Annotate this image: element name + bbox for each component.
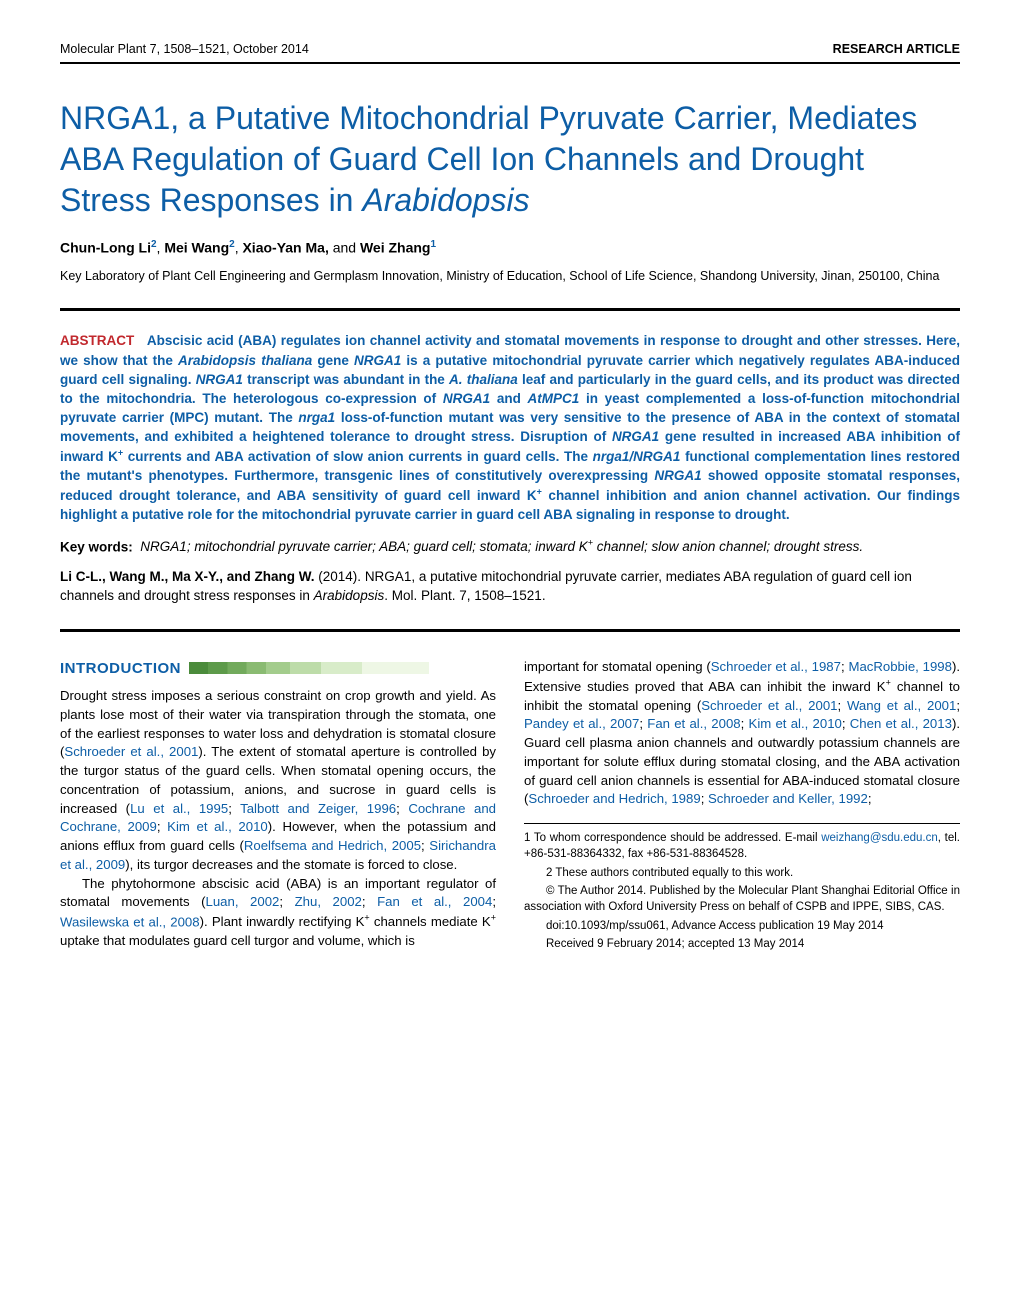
abstract-label: ABSTRACT xyxy=(60,333,134,348)
correspondence-email[interactable]: weizhang@sdu.edu.cn xyxy=(821,832,938,844)
body-text: ; xyxy=(741,716,749,731)
author-name: Xiao-Yan Ma, xyxy=(242,240,328,256)
author-name: Chun-Long Li xyxy=(60,240,151,256)
body-text: ; xyxy=(279,894,294,909)
citation-link[interactable]: Fan et al., 2004 xyxy=(377,894,492,909)
body-text: ; xyxy=(396,801,408,816)
footnotes-block: 1 To whom correspondence should be addre… xyxy=(524,823,960,952)
citation-link[interactable]: Lu et al., 1995 xyxy=(130,801,228,816)
intro-paragraph: The phytohormone abscisic acid (ABA) is … xyxy=(60,875,496,951)
body-text: ; xyxy=(701,791,708,806)
citation-link[interactable]: Wasilewska et al., 2008 xyxy=(60,914,200,929)
rule-divider xyxy=(60,308,960,311)
author-name: Mei Wang xyxy=(164,240,229,256)
footnote: 2 These authors contributed equally to t… xyxy=(524,865,960,881)
body-text: ; xyxy=(228,801,240,816)
footnote-text: 1 To whom correspondence should be addre… xyxy=(524,832,821,844)
keywords-block: Key words: NRGA1; mitochondrial pyruvate… xyxy=(60,538,960,555)
body-text: ; xyxy=(157,819,167,834)
citation-link[interactable]: Roelfsema and Hedrich, 2005 xyxy=(244,838,421,853)
keywords-label: Key words: xyxy=(60,539,133,554)
body-text: ), its turgor decreases and the stomate … xyxy=(125,857,457,872)
doi-line: doi:10.1093/mp/ssu061, Advance Access pu… xyxy=(524,918,960,934)
citation-link[interactable]: Zhu, 2002 xyxy=(295,894,362,909)
body-text: ; xyxy=(956,698,960,713)
rule-divider xyxy=(60,629,960,632)
citation-link[interactable]: Schroeder et al., 2001 xyxy=(64,744,198,759)
column-right: important for stomatal opening (Schroede… xyxy=(524,658,960,955)
section-heading-introduction: INTRODUCTION xyxy=(60,658,496,679)
intro-paragraph: important for stomatal opening (Schroede… xyxy=(524,658,960,809)
citation-link[interactable]: Pandey et al., 2007 xyxy=(524,716,639,731)
citation-link[interactable]: Schroeder and Hedrich, 1989 xyxy=(528,791,700,806)
citation-link[interactable]: Kim et al., 2010 xyxy=(749,716,842,731)
citation-link[interactable]: MacRobbie, 1998 xyxy=(848,659,952,674)
body-text: ; xyxy=(492,894,496,909)
citation-link[interactable]: Schroeder and Keller, 1992 xyxy=(708,791,868,806)
citation-block: Li C-L., Wang M., Ma X-Y., and Zhang W. … xyxy=(60,568,960,604)
citation-link[interactable]: Kim et al., 2010 xyxy=(167,819,268,834)
affiliation: Key Laboratory of Plant Cell Engineering… xyxy=(60,268,960,285)
running-head-left: Molecular Plant 7, 1508–1521, October 20… xyxy=(60,42,309,56)
author-name: Wei Zhang xyxy=(360,240,431,256)
article-type: RESEARCH ARTICLE xyxy=(833,42,960,56)
citation-link[interactable]: Talbott and Zeiger, 1996 xyxy=(240,801,396,816)
abstract-text: Abscisic acid (ABA) regulates ion channe… xyxy=(60,333,960,521)
citation-link[interactable]: Fan et al., 2008 xyxy=(647,716,740,731)
article-title: NRGA1, a Putative Mitochondrial Pyruvate… xyxy=(60,98,960,221)
author-list: Chun-Long Li2, Mei Wang2, Xiao-Yan Ma, a… xyxy=(60,239,960,256)
body-text: ; xyxy=(362,894,377,909)
title-block: NRGA1, a Putative Mitochondrial Pyruvate… xyxy=(60,98,960,284)
abstract-block: ABSTRACT Abscisic acid (ABA) regulates i… xyxy=(60,331,960,524)
body-columns: INTRODUCTION Drought stress imposes a se… xyxy=(60,658,960,955)
citation-authors: Li C-L., Wang M., Ma X-Y., and Zhang W. xyxy=(60,569,315,584)
received-line: Received 9 February 2014; accepted 13 Ma… xyxy=(524,936,960,952)
body-text: ; xyxy=(842,716,850,731)
intro-paragraph: Drought stress imposes a serious constra… xyxy=(60,687,496,874)
citation-year: (2014). xyxy=(318,569,361,584)
citation-link[interactable]: Wang et al., 2001 xyxy=(847,698,956,713)
body-text: important for stomatal opening ( xyxy=(524,659,711,674)
running-header: Molecular Plant 7, 1508–1521, October 20… xyxy=(60,42,960,64)
author-sup: 1 xyxy=(431,239,437,250)
copyright-notice: © The Author 2014. Published by the Mole… xyxy=(524,883,960,916)
body-text: ; xyxy=(837,698,846,713)
citation-link[interactable]: Chen et al., 2013 xyxy=(850,716,952,731)
title-main: NRGA1, a Putative Mitochondrial Pyruvate… xyxy=(60,100,917,218)
footnote: 1 To whom correspondence should be addre… xyxy=(524,830,960,863)
author-sep: and xyxy=(329,240,360,256)
citation-link[interactable]: Schroeder et al., 1987 xyxy=(711,659,841,674)
citation-link[interactable]: Luan, 2002 xyxy=(205,894,279,909)
body-text: ; xyxy=(868,791,872,806)
citation-link[interactable]: Schroeder et al., 2001 xyxy=(701,698,837,713)
column-left: INTRODUCTION Drought stress imposes a se… xyxy=(60,658,496,955)
keywords-text: NRGA1; mitochondrial pyruvate carrier; A… xyxy=(140,539,863,554)
